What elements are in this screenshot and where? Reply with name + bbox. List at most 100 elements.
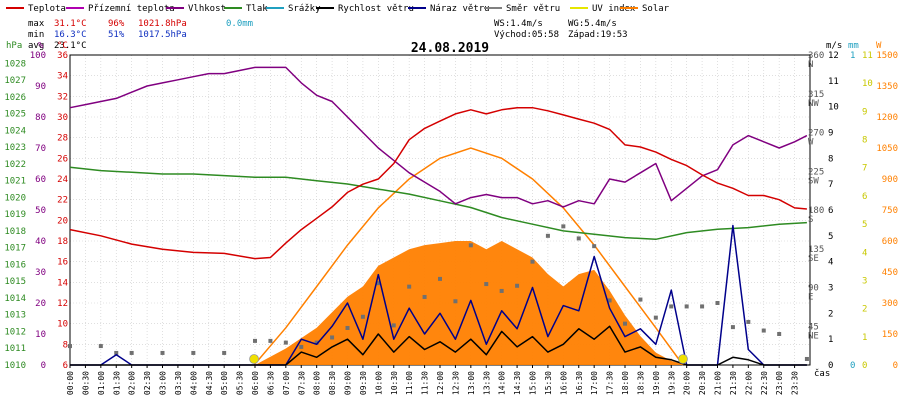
axis-tick-label: 10 [862,79,873,89]
axis-tick-label: 1027 [4,76,26,86]
sunrise-marker [249,354,259,364]
axis-tick-label: 180 S [808,206,824,225]
axis-tick-label: 20 [57,216,68,226]
axis-tick-label: 20 [35,299,46,309]
tick-dir: W [808,138,814,148]
x-tick-label: 12:00 [436,371,445,395]
info-sunrise: Východ:05:58 [494,30,559,40]
axis-tick-label: 7 [828,180,833,190]
legend-label: UV index [592,4,636,14]
direction-point [499,288,504,293]
x-tick-label: 01:00 [97,371,106,395]
stats-block: max 31.1°C 96% 1021.8hPa 0.0mm min 16.3°… [28,19,253,51]
direction-point [777,332,782,336]
direction-point [422,294,427,299]
axis-tick-label: 11 [828,77,839,87]
tick-dir: NW [808,99,819,109]
info-ws: WS:1.4m/s [494,19,543,29]
unit-hpa: hPa [6,41,22,51]
axis-units: hPa % °C m/s mm W [6,41,882,51]
direction-point [129,350,134,355]
axis-tick-label: 3 [828,284,833,294]
wind-direction-series [68,224,809,361]
tick-dir: E [808,293,813,303]
x-tick-label: 23:00 [775,371,784,395]
unit-ms: m/s [826,41,842,51]
axis-tick-label: 2 [828,309,833,319]
axis-ticks: 1028102710261025102410231022102110201019… [4,51,898,371]
direction-point [561,224,566,229]
direction-point [345,325,350,330]
axis-tick-label: 8 [828,154,833,164]
direction-point [530,259,535,264]
x-tick-label: 18:30 [636,371,645,395]
direction-point [468,243,473,248]
legend-label: Rychlost větru [338,4,414,14]
direction-point [98,344,103,349]
direction-point [222,350,227,355]
direction-point [283,340,288,345]
x-tick-label: 16:30 [575,371,584,395]
tick-deg: 360 [808,51,824,61]
axis-tick-label: 8 [63,340,68,350]
axis-tick-label: 32 [57,92,68,102]
tick-deg: 135 [808,245,824,255]
legend-label: Směr větru [506,4,560,14]
direction-point [268,338,273,343]
stat-avg-temp: 23.1°C [54,41,87,51]
axis-tick-label: 2 [862,305,867,315]
x-tick-label: 11:00 [405,371,414,395]
solar-area [255,241,687,365]
axis-tick-label: 10 [35,330,46,340]
axis-tick-label: 360 N [808,51,824,70]
axis-tick-label: 1 [828,335,833,345]
direction-point [438,276,442,281]
x-tick-label: 19:00 [652,371,661,395]
legend-label: Přízemní teplota [88,4,175,14]
x-tick-label: 09:00 [344,371,353,395]
legend-label: Náraz větru [430,4,490,14]
axis-tick-label: 900 [882,175,898,185]
axis-tick-label: 0 [828,361,833,371]
legend: Teplota Přízemní teplota Vlhkost Tlak Srážky… [6,4,670,14]
axis-tick-label: 7 [862,164,867,174]
x-tick-label: 08:00 [313,371,322,395]
axis-tick-label: 10 [828,103,839,113]
solar-series [253,147,687,366]
x-tick-label: 00:30 [81,371,90,395]
tick-deg: 180 [808,206,824,216]
x-tick-label: 20:00 [683,371,692,395]
x-tick-label: 23:30 [791,371,800,395]
axis-tick-label: 225 SW [808,167,824,186]
tick-dir: N [808,60,813,70]
stat-avg-label: avg [28,41,44,51]
info-sunset: Západ:19:53 [568,30,628,40]
direction-point [191,350,196,355]
axis-tick-label: 5 [862,220,867,230]
axis-tick-label: 30 [57,113,68,123]
axis-tick-label: 9 [862,107,867,117]
axis-tick-label: 1013 [4,311,26,321]
unit-w: W [876,41,882,51]
stat-min-hum: 51% [108,30,125,40]
x-tick-label: 14:00 [498,371,507,395]
axis-tick-label: 0 [41,361,46,371]
pressure-line [69,166,807,241]
axis-tick-label: 6 [63,361,68,371]
axis-tick-label: 16 [57,258,68,268]
x-axis-ticks: 00:00 00:30 01:00 01:30 02:00 02:30 03:00 03:30… [66,365,800,395]
direction-point [114,350,119,355]
axis-tick-label: 1014 [4,294,26,304]
chart-title: 24.08.2019 [411,41,489,56]
x-tick-label: 00:00 [66,371,75,395]
axis-tick-label: 1018 [4,227,26,237]
axis-tick-label: 1015 [4,277,26,287]
axis-tick-label: 1011 [4,344,26,354]
axis-tick-label: 315 NW [808,90,824,109]
legend-label: Teplota [28,4,66,14]
x-tick-label: 06:30 [266,371,275,395]
temperature-line [69,106,807,260]
unit-mm: mm [848,41,859,51]
axis-tick-label: 1 [850,51,855,61]
